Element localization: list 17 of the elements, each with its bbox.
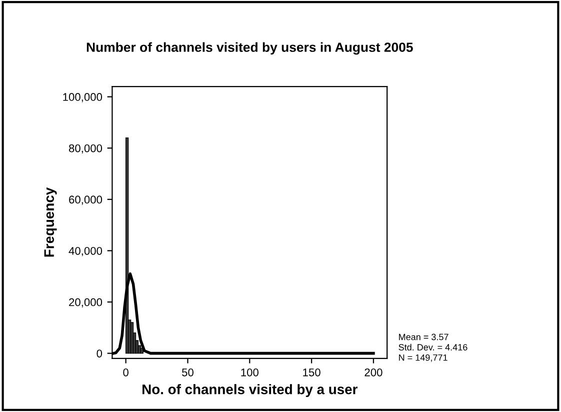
text: N = 149,771 — [399, 354, 448, 362]
y-tick-label: 60,000 — [69, 196, 102, 205]
x-tick-label: 200 — [364, 368, 382, 376]
text: Mean = 3.57 — [399, 334, 448, 340]
x-tick-label: 50 — [182, 368, 194, 376]
x-axis-title: No. of channels visited by a user — [142, 384, 358, 398]
x-tick-label: 0 — [123, 368, 128, 376]
y-tick-label: 0 — [96, 350, 102, 358]
y-tick-label: 80,000 — [68, 144, 102, 154]
chart-title: Number of channels visited by users in August 2005 — [86, 42, 413, 55]
x-tick-label: 100 — [241, 368, 258, 376]
y-tick-label: 20,000 — [69, 298, 102, 308]
y-axis-title: Frequency — [44, 187, 57, 257]
y-tick-label: 40,000 — [68, 246, 102, 256]
text: Std. Dev. = 4.416 — [398, 344, 468, 350]
x-tick-label: 150 — [303, 368, 320, 376]
y-tick-label: 100,000 — [63, 93, 102, 102]
